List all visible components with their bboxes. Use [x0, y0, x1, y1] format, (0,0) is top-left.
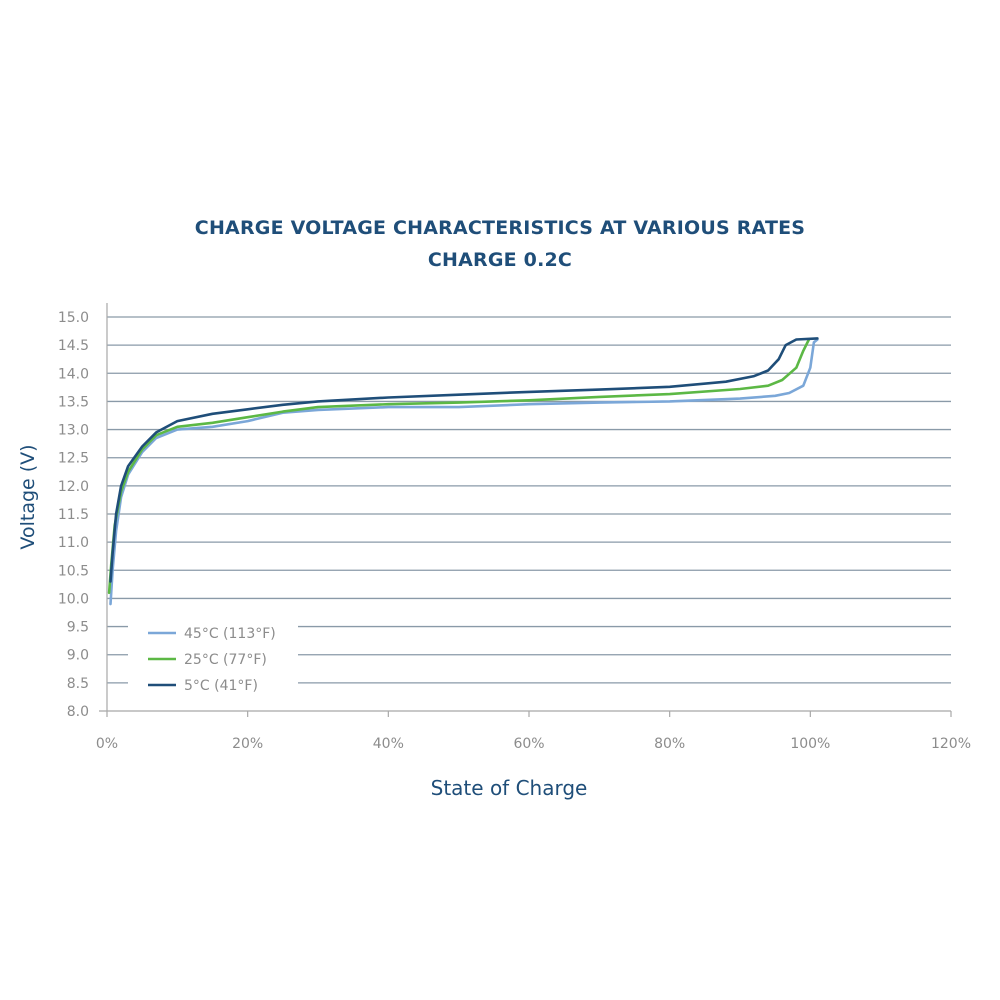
- y-tick-label: 8.0: [67, 704, 89, 720]
- chart-title: CHARGE VOLTAGE CHARACTERISTICS AT VARIOU…: [194, 217, 806, 239]
- y-tick-label: 15.0: [58, 310, 89, 326]
- x-axis-label: State of Charge: [431, 776, 588, 800]
- x-tick-label: 120%: [931, 736, 971, 752]
- x-tick-labels: 0% 20% 40% 60% 80% 100% 120%: [96, 736, 971, 752]
- y-tick-label: 13.0: [58, 423, 89, 439]
- y-tick-label: 11.0: [58, 535, 89, 551]
- y-tick-label: 12.5: [58, 451, 89, 467]
- legend-label-1: 45°C (113°F): [184, 626, 276, 642]
- y-tick-label: 9.0: [67, 648, 89, 664]
- x-tick-label: 0%: [96, 736, 118, 752]
- legend-label-2: 25°C (77°F): [184, 652, 267, 668]
- y-tick-label: 11.5: [58, 507, 89, 523]
- x-tick-label: 100%: [790, 736, 830, 752]
- y-axis-label: Voltage (V): [17, 444, 39, 549]
- y-tick-label: 14.5: [58, 338, 89, 354]
- series-line-2: [107, 338, 811, 595]
- y-tick-label: 9.5: [67, 620, 89, 636]
- y-tick-label: 8.5: [67, 676, 89, 692]
- x-tick-label: 20%: [232, 736, 263, 752]
- series-line-1: [109, 338, 819, 606]
- y-tick-label: 10.0: [58, 591, 89, 607]
- legend-label-3: 5°C (41°F): [184, 678, 258, 694]
- legend: 45°C (113°F) 25°C (77°F) 5°C (41°F): [128, 616, 298, 702]
- series-lines: [107, 337, 819, 606]
- axes: [99, 303, 952, 717]
- x-tick-label: 40%: [373, 736, 404, 752]
- y-tick-label: 13.5: [58, 394, 89, 410]
- series-line-3: [109, 337, 819, 583]
- y-tick-label: 12.0: [58, 479, 89, 495]
- x-tick-label: 80%: [654, 736, 685, 752]
- y-tick-label: 10.5: [58, 563, 89, 579]
- y-tick-labels: 8.0 8.5 9.0 9.5 10.0 10.5 11.0 11.5 12.0 12.5 13.0…: [58, 310, 89, 720]
- y-tick-label: 14.0: [58, 366, 89, 382]
- chart-subtitle: CHARGE 0.2C: [427, 249, 573, 271]
- x-tick-label: 60%: [513, 736, 544, 752]
